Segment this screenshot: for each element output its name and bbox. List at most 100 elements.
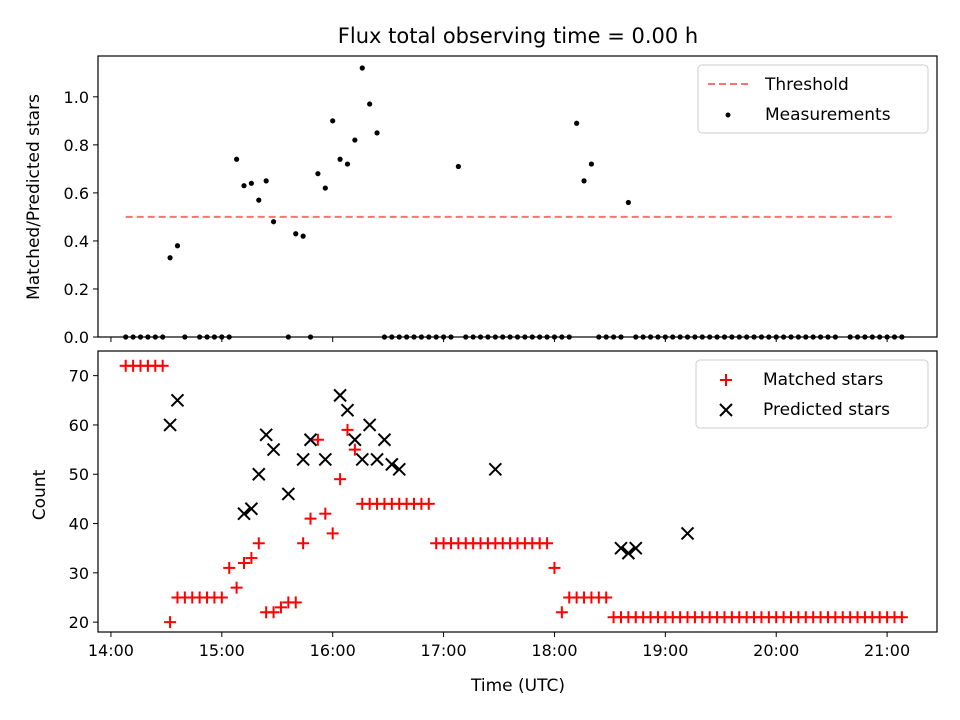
bottom-xlabel: Time (UTC): [470, 676, 565, 696]
matched-star-point: [245, 552, 258, 565]
predicted-star-point: [370, 452, 384, 467]
matched-star-point: [341, 423, 354, 436]
measurement-point: [574, 120, 580, 126]
matched-star-point: [223, 561, 236, 574]
measurement-point: [344, 161, 351, 167]
y-tick-label: 30: [69, 564, 89, 583]
measurement-point: [270, 219, 277, 225]
top-axis-ticks: 0.0 0.2 0.4 0.6 0.8 1.0: [64, 88, 888, 347]
predicted-star-point: [392, 462, 406, 477]
matched-star-point: [215, 591, 228, 604]
matched-star-point: [297, 537, 310, 550]
predicted-star-point: [170, 393, 185, 408]
matched-star-point: [164, 616, 177, 629]
measurement-point: [588, 161, 595, 167]
x-tick-label: 19:00: [642, 641, 688, 660]
x-tick-label: 15:00: [199, 641, 245, 660]
predicted-star-point: [629, 541, 643, 555]
chart-title: Flux total observing time = 0.00 h: [338, 24, 698, 48]
measurement-point: [300, 233, 306, 239]
predicted-star-point: [333, 388, 347, 403]
matched-star-point: [548, 561, 561, 574]
predicted-star-point: [621, 546, 636, 560]
measurement-point: [330, 118, 336, 124]
top-plot-frame: [97, 55, 938, 338]
matched-star-point: [252, 537, 265, 550]
x-tick-label: 17:00: [421, 641, 467, 660]
matched-star-point: [237, 556, 250, 569]
x-tick-label: 20:00: [753, 641, 799, 660]
predicted-star-point: [163, 418, 177, 432]
predicted-star-point: [385, 457, 399, 472]
x-tick-label: 18:00: [531, 641, 577, 660]
measurement-point: [263, 178, 269, 184]
measurement-point: [352, 137, 358, 143]
bottom-axis-ticks: 14:00 15:00 16:00 17:00 18:00 19:00 20:00 21:00…: [69, 367, 911, 660]
measurement-point: [241, 183, 247, 189]
predicted-star-point: [680, 526, 695, 541]
x-tick-label: 21:00: [864, 641, 910, 660]
y-tick-label: 0.4: [64, 232, 89, 251]
predicted-star-point: [614, 541, 628, 555]
top-ylabel: Matched/Predicted stars: [24, 94, 44, 300]
matched-star-point: [334, 473, 347, 486]
measurement-point: [625, 199, 631, 206]
measurement-point: [322, 185, 328, 191]
matched-star-point: [326, 527, 339, 540]
predicted-star-point: [244, 502, 259, 516]
measurement-point: [167, 255, 173, 261]
measurements-legend-swatch: [725, 112, 731, 118]
y-tick-label: 20: [69, 613, 89, 632]
matched-star-point: [304, 512, 317, 525]
matched-legend-label: Matched stars: [763, 370, 883, 390]
predicted-star-point: [348, 433, 362, 447]
measurement-point: [367, 101, 373, 107]
measurement-point: [374, 130, 380, 136]
predicted-star-point: [362, 418, 377, 432]
matched-star-point: [895, 611, 908, 624]
x-tick-label: 16:00: [310, 641, 356, 660]
predicted-star-point: [281, 487, 296, 501]
bottom-ylabel: Count: [30, 469, 50, 520]
predicted-star-point: [355, 452, 369, 467]
threshold-legend-label: Threshold: [764, 75, 849, 95]
matched-star-point: [555, 606, 568, 619]
measurement-point: [248, 180, 254, 186]
matched-star-point: [274, 601, 287, 614]
y-tick-label: 1.0: [64, 88, 89, 107]
predicted-star-point: [303, 433, 318, 447]
predicted-star-point: [488, 462, 503, 477]
matched-star-point: [541, 537, 554, 550]
y-tick-label: 50: [69, 465, 89, 484]
matched-star-point: [600, 591, 613, 604]
bottom-legend: Matched stars Predicted stars: [695, 359, 929, 429]
y-tick-label: 0.0: [64, 328, 89, 347]
measurement-point: [359, 65, 365, 71]
y-tick-label: 0.6: [64, 184, 89, 203]
measurement-point: [174, 243, 181, 249]
matched-star-point: [319, 507, 332, 520]
y-tick-label: 0.2: [64, 280, 89, 299]
predicted-star-point: [266, 442, 281, 457]
matched-star-point: [289, 596, 302, 609]
matched-star-point: [267, 606, 280, 619]
measurement-point: [256, 197, 262, 203]
top-legend: Threshold Measurements: [697, 64, 929, 134]
predicted-star-point: [377, 433, 392, 447]
measurement-point: [315, 171, 321, 177]
matched-star-point: [156, 359, 169, 372]
x-tick-label: 14:00: [88, 641, 134, 660]
bottom-panel: Count Time (UTC) 14:00 15:00 16:00 17:00 18:…: [30, 350, 938, 696]
measurement-point: [455, 163, 461, 170]
bottom-legend-box: [695, 359, 929, 429]
matched-star-point: [348, 443, 361, 456]
predicted-legend-label: Predicted stars: [763, 400, 890, 420]
bottom-plot-marks: [119, 359, 908, 629]
matched-star-point: [230, 581, 243, 594]
top-legend-box: [697, 64, 929, 134]
predicted-star-point: [259, 428, 273, 442]
measurement-point: [293, 231, 299, 237]
matched-star-point: [311, 433, 324, 446]
measurement-point: [337, 156, 343, 162]
